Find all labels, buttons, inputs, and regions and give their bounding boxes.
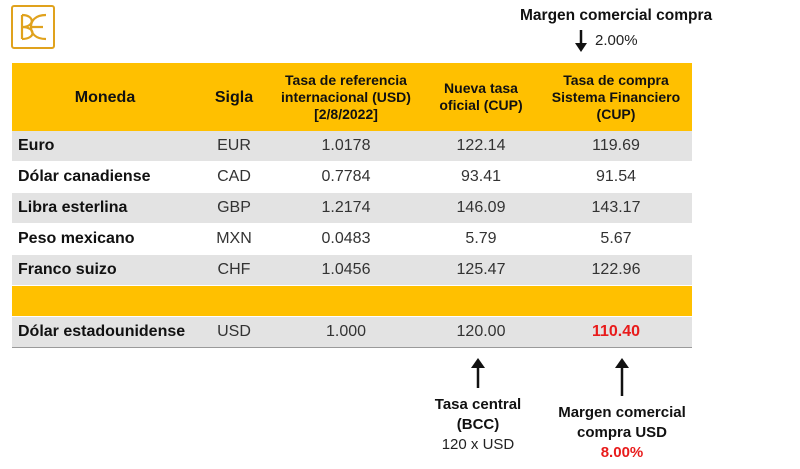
cell-ref: 0.0483 bbox=[270, 223, 422, 255]
cell-ref: 1.0178 bbox=[270, 131, 422, 162]
header-compra-line3: (CUP) bbox=[596, 105, 636, 122]
margen-usd-value: 8.00% bbox=[600, 444, 644, 461]
exchange-rates-table: Moneda Sigla Tasa de referencia internac… bbox=[12, 63, 692, 348]
cell-sigla: CAD bbox=[198, 161, 270, 193]
margen-compra-annotation: Margen comercial compra 2.00% bbox=[520, 7, 740, 52]
separator-bar bbox=[12, 285, 692, 317]
header-sigla: Sigla bbox=[198, 63, 270, 131]
cell-moneda: Euro bbox=[12, 131, 198, 162]
header-nueva-line2: oficial (CUP) bbox=[439, 97, 523, 113]
cell-compra: 119.69 bbox=[540, 131, 692, 162]
header-tasa-ref-line1: Tasa de referencia bbox=[285, 71, 407, 88]
cell-oficial: 5.79 bbox=[422, 223, 540, 255]
cell-oficial: 93.41 bbox=[422, 161, 540, 193]
table-header-row: Moneda Sigla Tasa de referencia internac… bbox=[12, 63, 692, 131]
cell-moneda: Libra esterlina bbox=[12, 192, 198, 224]
header-compra-line2: Sistema Financiero bbox=[551, 88, 681, 105]
cell-sigla: CHF bbox=[198, 254, 270, 286]
separator-bar-row bbox=[12, 285, 692, 317]
arrow-up-icon bbox=[615, 358, 629, 396]
cell-oficial: 120.00 bbox=[422, 316, 540, 348]
margen-compra-value: 2.00% bbox=[595, 32, 638, 49]
arrow-down-icon bbox=[575, 30, 587, 52]
margen-compra-title: Margen comercial compra bbox=[520, 7, 713, 24]
cell-oficial: 125.47 bbox=[422, 254, 540, 286]
table-row: Libra esterlina GBP 1.2174 146.09 143.17 bbox=[12, 192, 692, 224]
margen-usd-annotation: Margen comercial compra USD 8.00% bbox=[542, 357, 702, 463]
cell-compra-highlight: 110.40 bbox=[540, 316, 692, 348]
cell-oficial: 146.09 bbox=[422, 192, 540, 224]
tasa-central-line2: (BCC) bbox=[456, 416, 500, 433]
header-moneda: Moneda bbox=[12, 63, 198, 131]
cell-compra: 91.54 bbox=[540, 161, 692, 193]
cell-sigla: USD bbox=[198, 316, 270, 348]
header-tasa-referencia: Tasa de referencia internacional (USD) [… bbox=[270, 63, 422, 131]
cell-sigla: GBP bbox=[198, 192, 270, 224]
cell-compra: 143.17 bbox=[540, 192, 692, 224]
table-row: Peso mexicano MXN 0.0483 5.79 5.67 bbox=[12, 223, 692, 255]
cell-oficial: 122.14 bbox=[422, 131, 540, 162]
arrow-up-icon bbox=[471, 358, 485, 388]
cell-ref: 0.7784 bbox=[270, 161, 422, 193]
tasa-central-line3: 120 x USD bbox=[441, 436, 515, 453]
cell-moneda: Franco suizo bbox=[12, 254, 198, 286]
tasa-central-line1: Tasa central bbox=[434, 396, 522, 413]
table-row: Euro EUR 1.0178 122.14 119.69 bbox=[12, 131, 692, 162]
table-row: Franco suizo CHF 1.0456 125.47 122.96 bbox=[12, 254, 692, 286]
cell-compra: 5.67 bbox=[540, 223, 692, 255]
header-tasa-compra: Tasa de compra Sistema Financiero (CUP) bbox=[540, 63, 692, 131]
cell-ref: 1.000 bbox=[270, 316, 422, 348]
margen-usd-line1: Margen comercial bbox=[558, 404, 686, 421]
margen-usd-line2: compra USD bbox=[576, 424, 668, 441]
cell-ref: 1.2174 bbox=[270, 192, 422, 224]
header-tasa-ref-line2: internacional (USD) bbox=[281, 88, 411, 105]
header-nueva-line1: Nueva tasa bbox=[444, 80, 518, 96]
header-nueva-tasa: Nueva tasa oficial (CUP) bbox=[422, 63, 540, 131]
table-row-usd: Dólar estadounidense USD 1.000 120.00 11… bbox=[12, 316, 692, 348]
cell-moneda: Dólar estadounidense bbox=[12, 316, 198, 348]
header-compra-line1: Tasa de compra bbox=[563, 71, 669, 88]
cell-ref: 1.0456 bbox=[270, 254, 422, 286]
header-tasa-ref-line3: [2/8/2022] bbox=[314, 105, 378, 122]
bcc-logo-icon bbox=[20, 13, 47, 41]
bcc-logo bbox=[11, 5, 55, 49]
cell-moneda: Dólar canadiense bbox=[12, 161, 198, 193]
table-row: Dólar canadiense CAD 0.7784 93.41 91.54 bbox=[12, 161, 692, 193]
cell-compra: 122.96 bbox=[540, 254, 692, 286]
cell-sigla: EUR bbox=[198, 131, 270, 162]
cell-moneda: Peso mexicano bbox=[12, 223, 198, 255]
tasa-central-annotation: Tasa central (BCC) 120 x USD bbox=[418, 357, 538, 455]
cell-sigla: MXN bbox=[198, 223, 270, 255]
